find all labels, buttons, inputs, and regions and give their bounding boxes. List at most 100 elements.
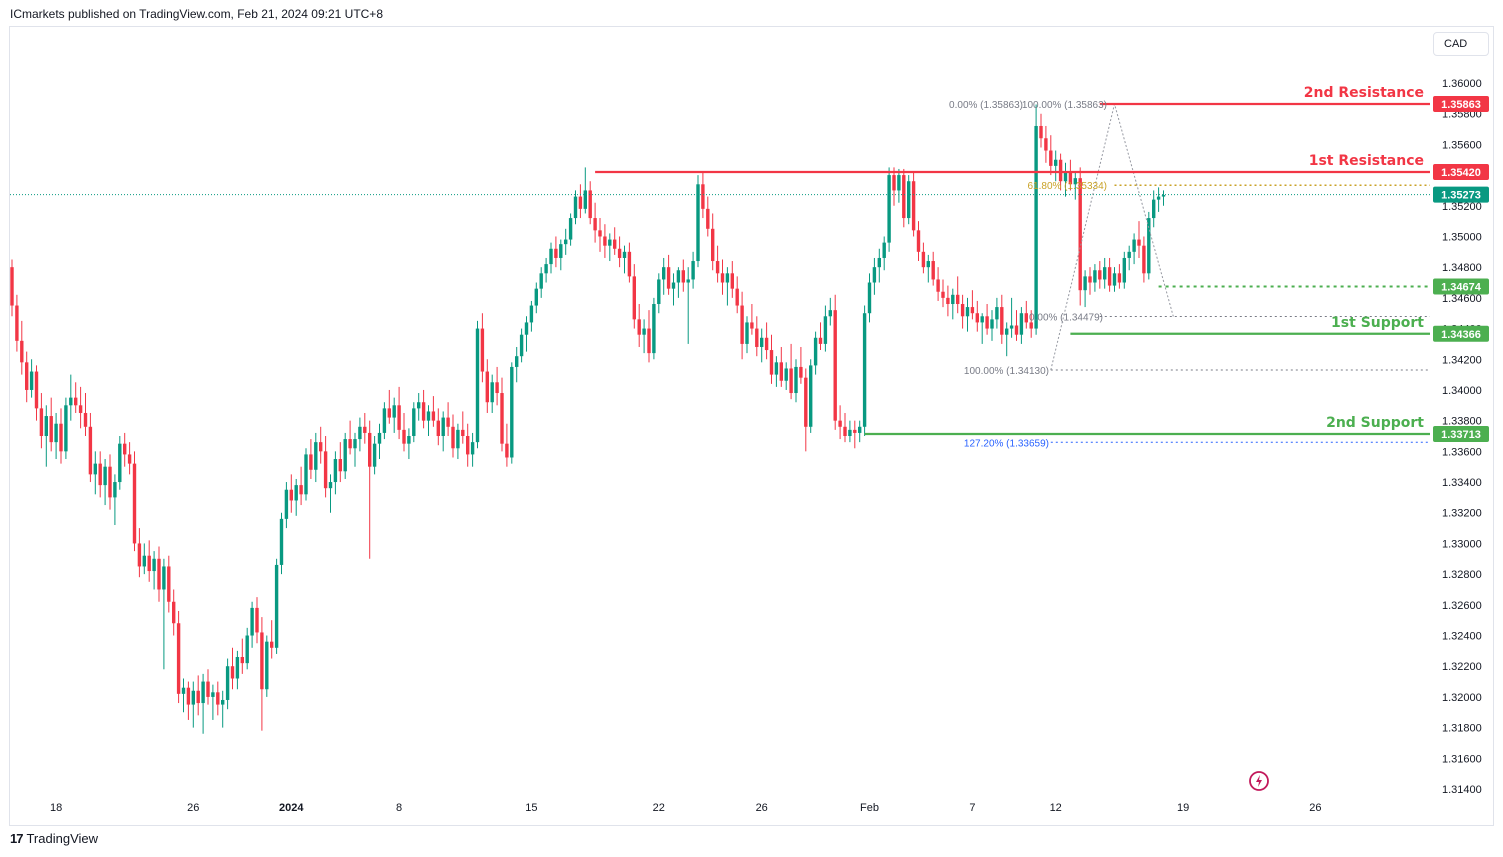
y-tick-label: 1.34200 <box>1442 354 1482 366</box>
y-tick-label: 1.31600 <box>1442 753 1482 765</box>
candle-body <box>83 412 88 427</box>
candle-body <box>941 291 945 298</box>
candle-body <box>172 601 176 624</box>
candle-body <box>696 184 700 262</box>
candle-body <box>813 337 818 366</box>
candle-body <box>887 175 891 243</box>
candle-body <box>475 328 480 443</box>
candle-body <box>1127 251 1131 258</box>
y-tick-label: 1.32600 <box>1442 600 1482 612</box>
candle-body <box>113 482 117 498</box>
price-tag-5: 1.33713 <box>1441 429 1481 441</box>
candle-body <box>1156 196 1161 200</box>
candle-body <box>627 251 632 277</box>
candle-body <box>250 607 254 636</box>
candle-body <box>221 699 225 705</box>
candle-body <box>186 687 191 705</box>
candle-body <box>1034 125 1038 329</box>
candle-body <box>622 251 627 258</box>
candle-body <box>946 297 950 305</box>
candle-body <box>108 466 112 498</box>
candle-body <box>431 411 436 421</box>
candle-body <box>1049 150 1053 166</box>
candle-body <box>1122 257 1126 283</box>
price-axis: 1.360001.358001.356001.354001.352001.350… <box>1433 78 1489 796</box>
candle-body <box>1058 159 1063 182</box>
candle-body <box>809 365 813 427</box>
candle-body <box>167 566 171 602</box>
candle-body <box>784 368 788 381</box>
candle-body <box>201 681 205 704</box>
candle-body <box>970 307 975 314</box>
candle-body <box>25 362 29 390</box>
candle-body <box>1014 325 1019 335</box>
candle-body <box>755 328 759 347</box>
candle-body <box>760 337 764 347</box>
candle-body <box>676 270 681 283</box>
candle-body <box>333 459 338 483</box>
candle-body <box>397 405 401 430</box>
candle-body <box>490 382 494 403</box>
candle-body <box>515 356 519 367</box>
candle-body <box>647 328 651 354</box>
candle-body <box>142 555 146 567</box>
candle-body <box>289 489 293 501</box>
candle-body <box>348 439 352 449</box>
x-tick-label: 7 <box>969 802 975 814</box>
x-tick-label: 26 <box>187 802 199 814</box>
candle-body <box>642 328 646 335</box>
candle-body <box>769 350 774 375</box>
candle-body <box>176 623 181 694</box>
y-tick-label: 1.35200 <box>1442 201 1482 213</box>
candle-body <box>69 397 73 406</box>
candle-body <box>681 270 685 283</box>
candle-body <box>436 420 440 436</box>
x-tick-label: 26 <box>1309 802 1321 814</box>
candle-body <box>358 426 362 440</box>
candle-body <box>103 466 107 486</box>
candle-body <box>833 310 837 421</box>
candle-body <box>1078 178 1082 291</box>
candle-body <box>657 279 661 305</box>
candle-body <box>412 408 416 436</box>
x-tick-label: 18 <box>50 802 62 814</box>
candle-body <box>294 485 298 501</box>
candle-body <box>794 366 798 394</box>
candle-body <box>279 518 284 565</box>
candle-body <box>544 264 548 274</box>
fib-label-2: 61.80% (1.35334) <box>1027 181 1107 192</box>
candle-body <box>485 371 489 403</box>
candle-body <box>519 334 524 357</box>
candle-body <box>529 305 534 323</box>
candle-body <box>216 692 220 705</box>
candle-body <box>1044 138 1048 151</box>
flash-icon[interactable] <box>1248 770 1270 792</box>
candle-body <box>965 307 970 317</box>
candle-body <box>593 218 597 231</box>
candle-body <box>1098 270 1102 280</box>
candle-body <box>15 305 19 341</box>
currency-button[interactable]: CAD <box>1433 32 1489 56</box>
candle-body <box>426 411 431 421</box>
candle-body <box>617 248 622 258</box>
candle-body <box>1039 125 1043 139</box>
candle-body <box>421 402 426 421</box>
candle-body <box>123 443 127 455</box>
candle-body <box>59 423 63 452</box>
candle-body <box>456 429 460 449</box>
candle-body <box>157 558 161 590</box>
y-tick-label: 1.35600 <box>1442 139 1482 151</box>
candles-layer <box>10 104 1166 734</box>
candle-body <box>127 454 132 464</box>
candle-body <box>578 196 583 209</box>
candle-body <box>225 666 230 700</box>
y-tick-label: 1.36000 <box>1442 78 1482 90</box>
candle-body <box>799 366 803 378</box>
y-tick-label: 1.31400 <box>1442 784 1482 796</box>
candle-body <box>740 305 744 344</box>
candle-body <box>441 417 445 436</box>
candle-body <box>990 319 994 329</box>
tradingview-brand[interactable]: 17 TradingView <box>10 831 98 846</box>
candle-body <box>764 337 769 351</box>
